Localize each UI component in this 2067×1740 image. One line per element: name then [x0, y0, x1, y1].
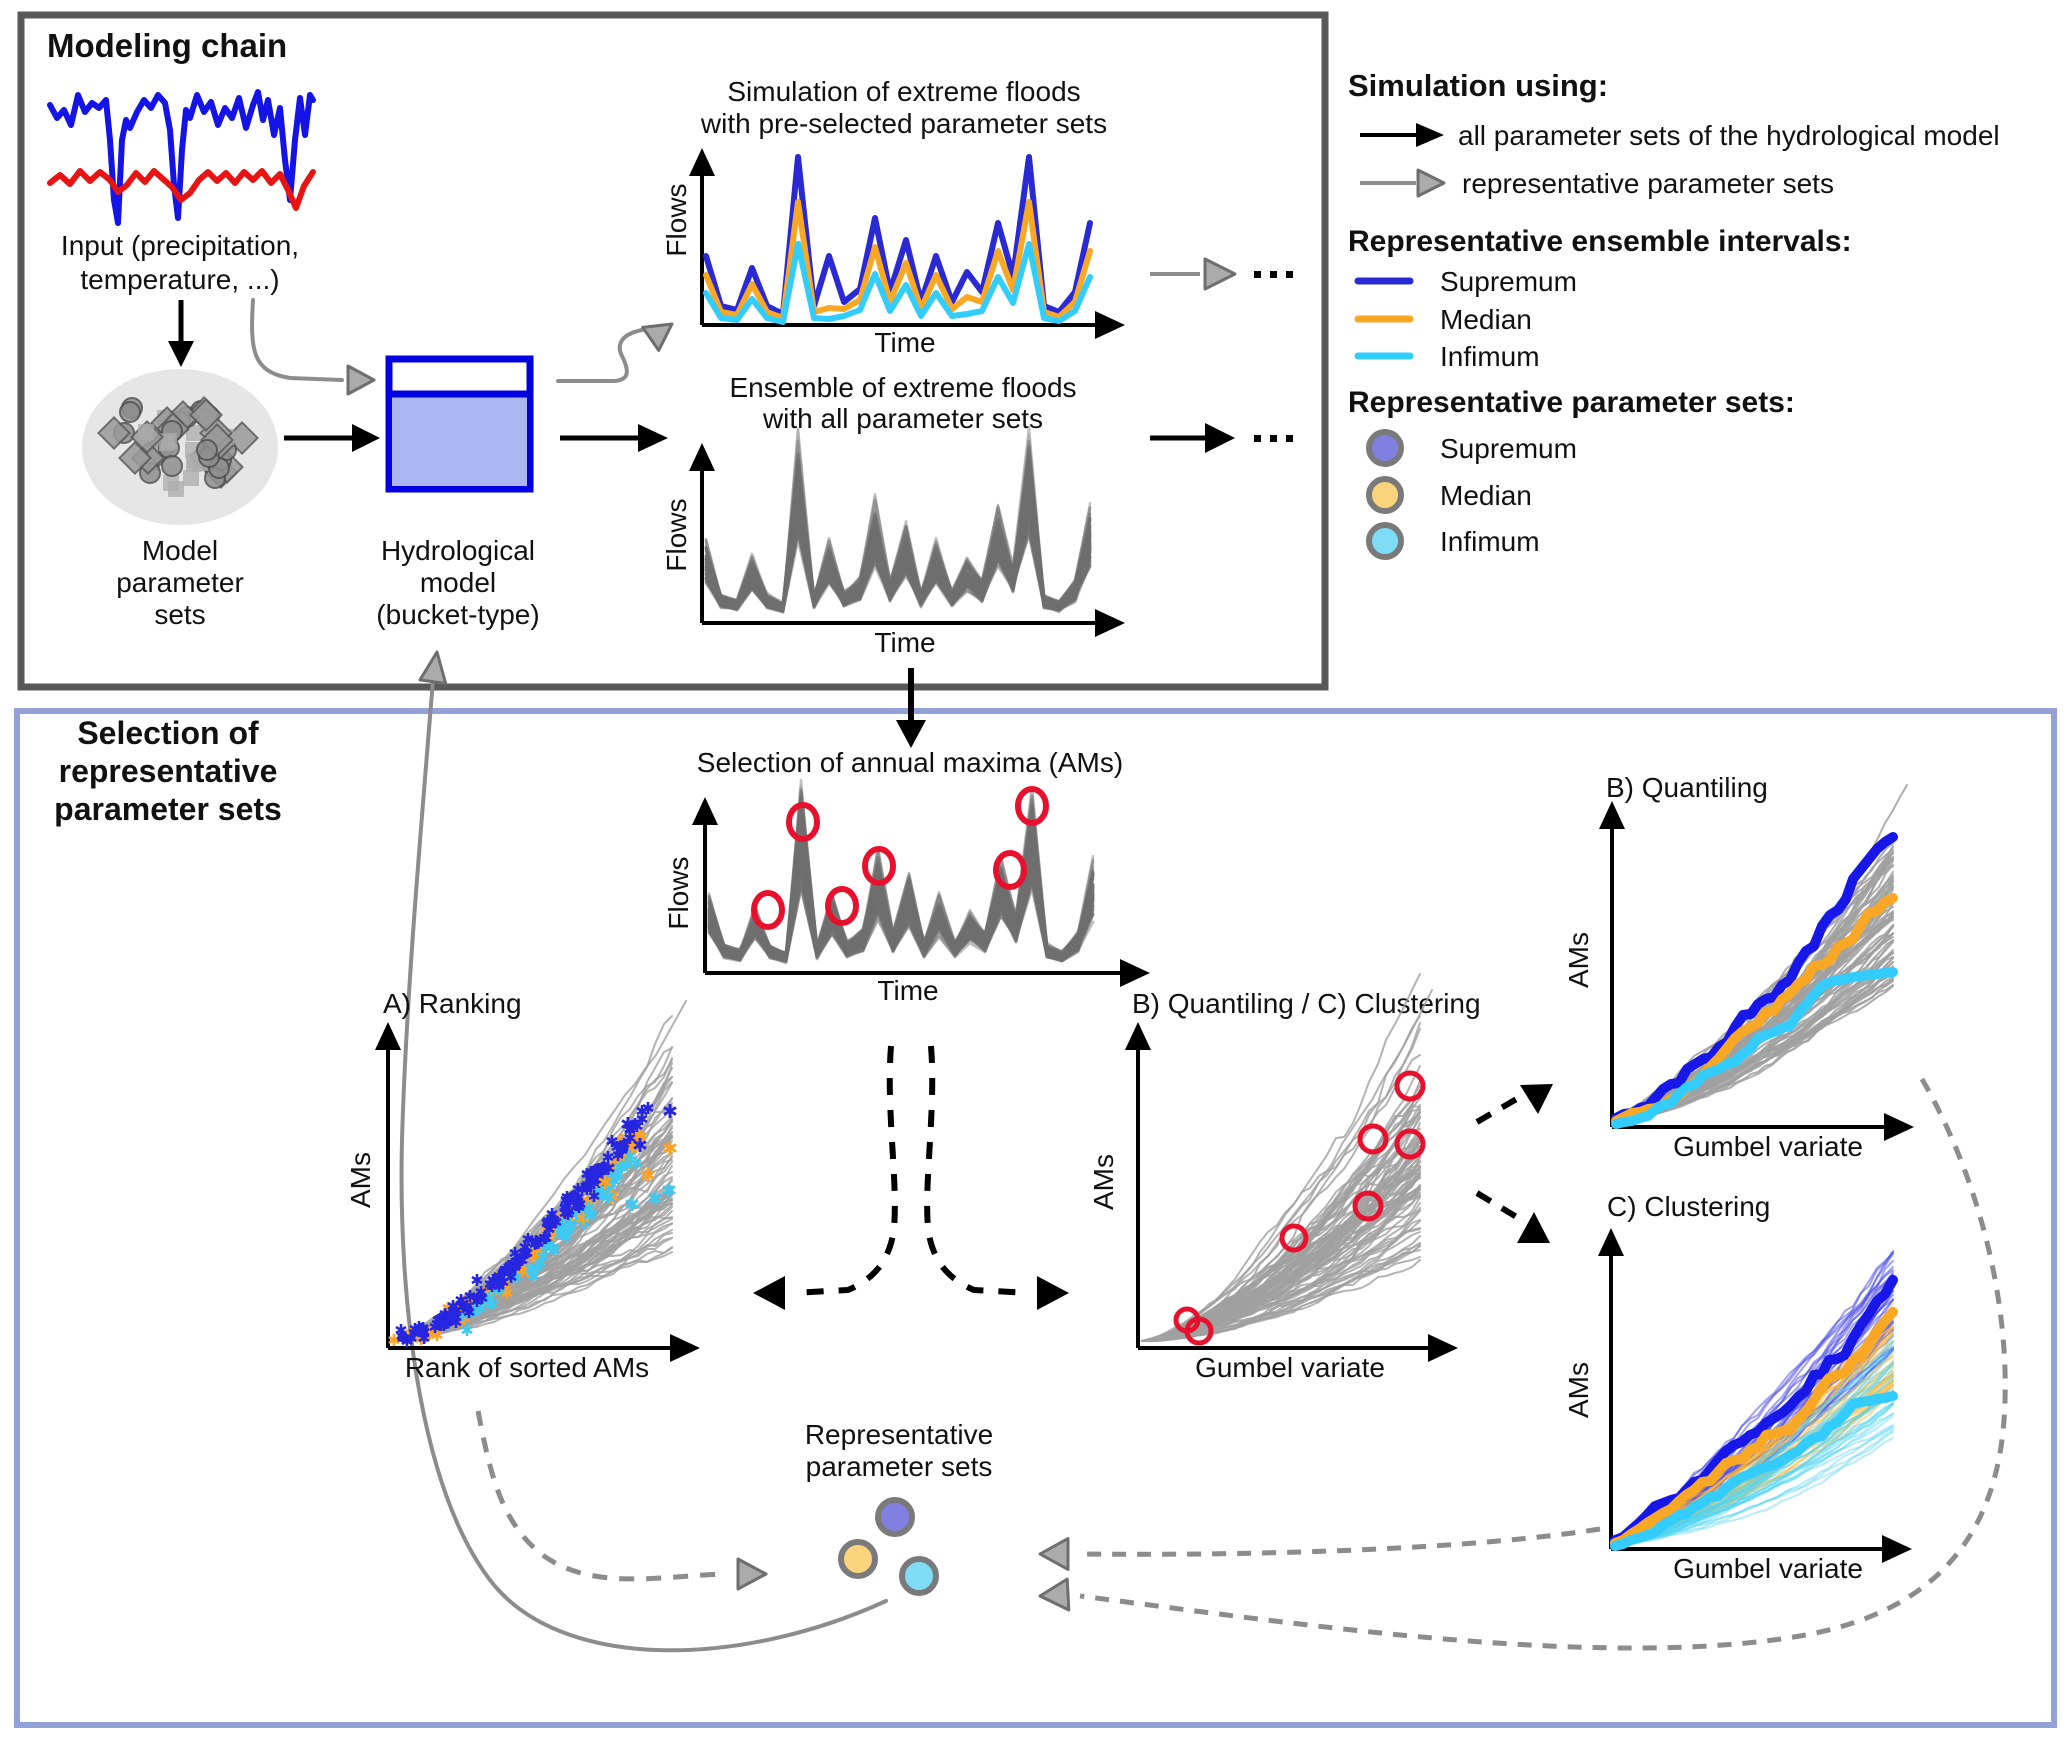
- svg-text:Representative ensemble interv: Representative ensemble intervals:: [1348, 225, 1852, 258]
- svg-text:Selection of: Selection of: [77, 715, 259, 751]
- svg-text:Flows: Flows: [663, 856, 694, 929]
- svg-text:Model: Model: [142, 535, 218, 566]
- svg-text:Simulation using:: Simulation using:: [1348, 68, 1608, 103]
- svg-text:Hydrological: Hydrological: [381, 535, 535, 566]
- svg-text:Ensemble of extreme floods: Ensemble of extreme floods: [729, 372, 1076, 403]
- svg-text:Selection of annual maxima (AM: Selection of annual maxima (AMs): [697, 747, 1123, 778]
- svg-text:sets: sets: [154, 599, 205, 630]
- svg-text:A) Ranking: A) Ranking: [383, 988, 522, 1019]
- svg-text:Median: Median: [1440, 304, 1532, 335]
- svg-text:B) Quantiling: B) Quantiling: [1606, 772, 1768, 803]
- svg-text:all parameter sets of the hydr: all parameter sets of the hydrological m…: [1458, 120, 2000, 151]
- svg-text:Representative: Representative: [805, 1419, 993, 1450]
- svg-text:Gumbel variate: Gumbel variate: [1673, 1131, 1863, 1162]
- svg-text:Simulation of extreme floods: Simulation of extreme floods: [727, 76, 1080, 107]
- svg-text:parameter: parameter: [116, 567, 244, 598]
- svg-text:parameter sets: parameter sets: [806, 1451, 993, 1482]
- svg-text:Infimum: Infimum: [1440, 341, 1540, 372]
- svg-text:Median: Median: [1440, 480, 1532, 511]
- svg-text:with all parameter sets: with all parameter sets: [762, 403, 1043, 434]
- svg-text:Time: Time: [874, 627, 935, 658]
- svg-text:parameter sets: parameter sets: [54, 791, 282, 827]
- svg-text:AMs: AMs: [1563, 932, 1594, 988]
- svg-text:representative: representative: [59, 753, 278, 789]
- svg-text:Infimum: Infimum: [1440, 526, 1540, 557]
- svg-text:B) Quantiling / C) Clustering: B) Quantiling / C) Clustering: [1132, 988, 1481, 1019]
- svg-text:Modeling chain: Modeling chain: [47, 27, 287, 64]
- svg-text:Time: Time: [874, 327, 935, 358]
- svg-text:Supremum: Supremum: [1440, 266, 1577, 297]
- svg-text:temperature, ...): temperature, ...): [80, 264, 279, 295]
- svg-text:Input (precipitation,: Input (precipitation,: [61, 230, 299, 261]
- svg-text:model: model: [420, 567, 496, 598]
- svg-text:Representative parameter sets:: Representative parameter sets:: [1348, 386, 1795, 419]
- svg-text:AMs: AMs: [1088, 1154, 1119, 1210]
- svg-text:with pre-selected parameter se: with pre-selected parameter sets: [700, 108, 1107, 139]
- svg-text:Flows: Flows: [661, 498, 692, 571]
- svg-text:Rank of sorted AMs: Rank of sorted AMs: [405, 1352, 649, 1383]
- svg-text:representative parameter sets: representative parameter sets: [1462, 168, 1834, 199]
- svg-text:Flows: Flows: [661, 183, 692, 256]
- svg-text:AMs: AMs: [345, 1152, 376, 1208]
- svg-text:Gumbel variate: Gumbel variate: [1195, 1352, 1385, 1383]
- svg-text:(bucket-type): (bucket-type): [376, 599, 539, 630]
- svg-text:Gumbel variate: Gumbel variate: [1673, 1553, 1863, 1584]
- svg-text:Time: Time: [877, 975, 938, 1006]
- svg-text:AMs: AMs: [1563, 1362, 1594, 1418]
- svg-text:Supremum: Supremum: [1440, 433, 1577, 464]
- svg-text:C) Clustering: C) Clustering: [1607, 1191, 1770, 1222]
